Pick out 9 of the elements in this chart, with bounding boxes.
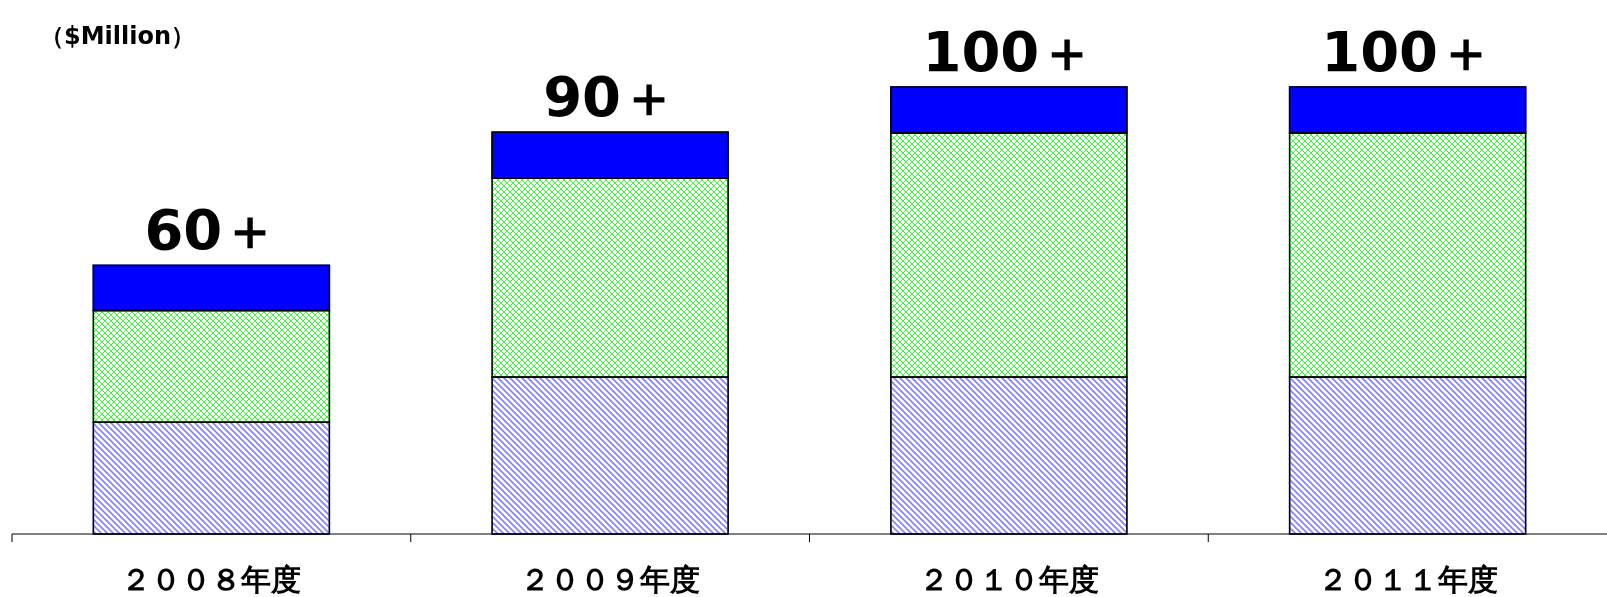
total-label: 100＋ xyxy=(922,19,1096,84)
x-tick-label: ２００９年度 xyxy=(520,562,701,597)
total-label: 90＋ xyxy=(543,64,678,130)
x-tick-label: ２０１１年度 xyxy=(1317,562,1498,597)
y-axis-title: （$Million） xyxy=(40,22,196,50)
total-label: 60＋ xyxy=(144,197,279,263)
x-tick-label: ２０１０年度 xyxy=(918,562,1099,597)
total-label: 100＋ xyxy=(1321,19,1495,84)
x-tick-label: ２００８年度 xyxy=(121,562,302,597)
